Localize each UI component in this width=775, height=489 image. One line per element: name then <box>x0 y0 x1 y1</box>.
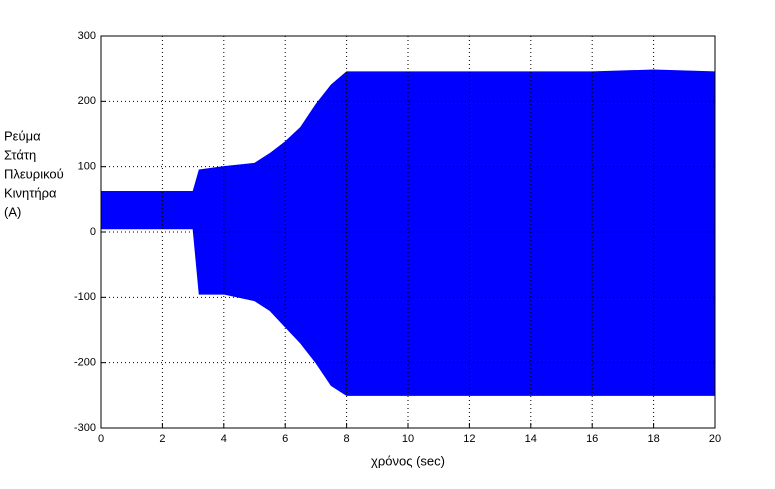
y-axis-label: Πλευρικού <box>4 166 64 181</box>
y-tick-label: -200 <box>74 357 96 369</box>
x-tick-label: 16 <box>586 433 598 445</box>
y-tick-label: -100 <box>74 291 96 303</box>
y-axis-label: (A) <box>4 204 21 219</box>
y-axis-label: Ρεύμα <box>4 128 41 143</box>
x-tick-label: 8 <box>344 433 350 445</box>
y-tick-label: 300 <box>78 30 96 42</box>
signal-envelope <box>101 228 715 396</box>
x-tick-label: 18 <box>647 433 659 445</box>
x-tick-label: 4 <box>221 433 227 445</box>
x-tick-label: 12 <box>463 433 475 445</box>
y-tick-label: 0 <box>90 226 96 238</box>
x-tick-label: 2 <box>159 433 165 445</box>
x-tick-label: 0 <box>98 433 104 445</box>
y-tick-label: 100 <box>78 161 96 173</box>
y-tick-label: -300 <box>74 422 96 434</box>
y-axis-label: Στάτη <box>4 147 36 162</box>
x-tick-label: 14 <box>525 433 537 445</box>
plot-frame <box>100 35 716 429</box>
x-tick-label: 10 <box>402 433 414 445</box>
x-axis-label: χρόνος (sec) <box>371 453 445 468</box>
x-tick-label: 20 <box>709 433 721 445</box>
y-axis-label: Κινητήρα <box>4 185 57 200</box>
x-tick-label: 6 <box>282 433 288 445</box>
y-tick-label: 200 <box>78 95 96 107</box>
signal-envelope <box>101 69 716 192</box>
